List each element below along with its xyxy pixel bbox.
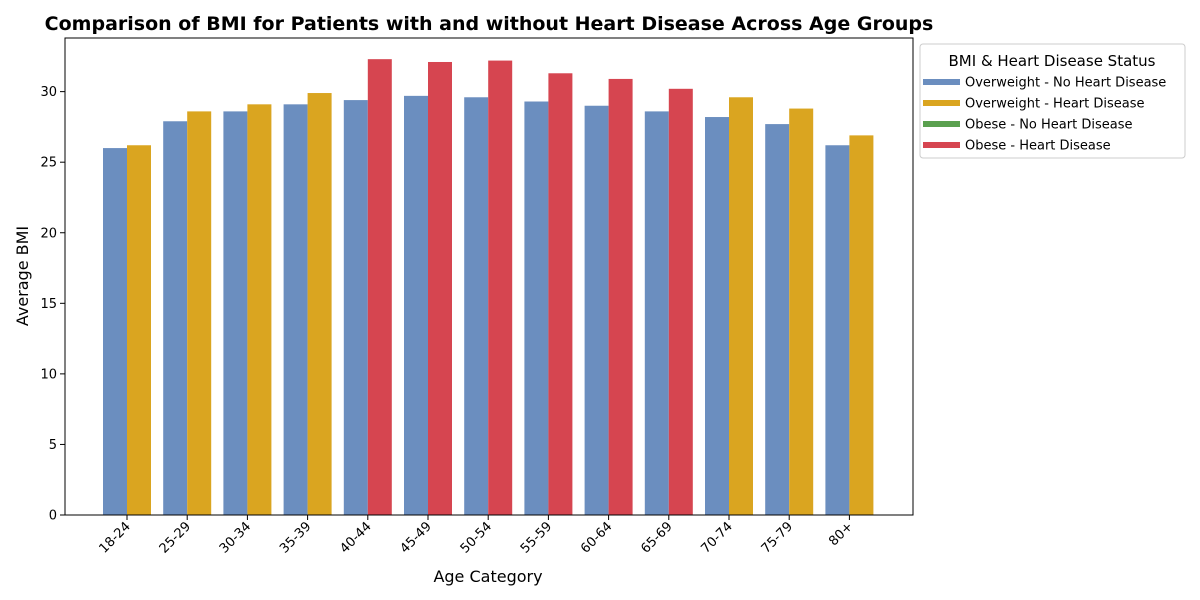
legend-items: Overweight - No Heart Disease Overweight … bbox=[923, 76, 1166, 154]
legend-item-label: Obese - Heart Disease bbox=[965, 139, 1111, 154]
plot-frame bbox=[64, 37, 914, 516]
x-tick-label: 80+ bbox=[826, 519, 856, 549]
legend-box bbox=[919, 43, 1186, 159]
y-axis-label: Average BMI bbox=[13, 226, 32, 326]
bar-no-heart-disease-60-64 bbox=[584, 105, 609, 515]
x-tick-label: 75-79 bbox=[759, 519, 796, 556]
x-tick-label: 35-39 bbox=[277, 519, 314, 556]
bar-no-heart-disease-80+ bbox=[825, 145, 850, 515]
bar-heart-disease-45-49 bbox=[428, 61, 452, 516]
y-tick-label: 25 bbox=[40, 156, 57, 171]
chart-title: Comparison of BMI for Patients with and … bbox=[45, 13, 934, 35]
bar-no-heart-disease-18-24 bbox=[103, 148, 127, 516]
bar-no-heart-disease-35-39 bbox=[283, 104, 308, 515]
y-tick-label: 30 bbox=[40, 85, 57, 100]
bar-no-heart-disease-65-69 bbox=[644, 111, 669, 515]
bars-group bbox=[103, 59, 874, 516]
bar-no-heart-disease-40-44 bbox=[343, 100, 368, 516]
bar-heart-disease-60-64 bbox=[608, 78, 633, 516]
x-tick-label: 25-29 bbox=[157, 519, 194, 556]
bar-heart-disease-50-54 bbox=[488, 60, 513, 515]
bar-no-heart-disease-70-74 bbox=[705, 117, 729, 515]
x-tick-label: 70-74 bbox=[699, 519, 736, 556]
bar-no-heart-disease-55-59 bbox=[524, 101, 549, 515]
y-tick-label: 20 bbox=[40, 226, 57, 241]
bar-heart-disease-18-24 bbox=[127, 145, 151, 515]
legend-item-label: Overweight - Heart Disease bbox=[965, 97, 1145, 112]
x-tick-label: 18-24 bbox=[97, 519, 134, 556]
bar-no-heart-disease-25-29 bbox=[163, 121, 188, 516]
x-tick-label: 50-54 bbox=[458, 519, 495, 556]
bar-heart-disease-35-39 bbox=[307, 93, 332, 516]
bar-no-heart-disease-75-79 bbox=[765, 124, 790, 515]
bar-heart-disease-80+ bbox=[849, 135, 874, 515]
x-tick-label: 55-59 bbox=[518, 519, 555, 556]
x-axis-ticks: 18-24 25-29 30-34 35-39 40-44 45-49 50-54 55-59… bbox=[97, 515, 856, 557]
bar-no-heart-disease-30-34 bbox=[223, 111, 248, 515]
bar-no-heart-disease-45-49 bbox=[404, 95, 428, 515]
bar-heart-disease-75-79 bbox=[789, 108, 814, 515]
x-axis-label: Age Category bbox=[433, 567, 542, 586]
bar-heart-disease-70-74 bbox=[729, 97, 753, 515]
x-tick-label: 30-34 bbox=[217, 519, 254, 556]
y-tick-label: 0 bbox=[49, 509, 57, 524]
legend-item-label: Overweight - No Heart Disease bbox=[965, 76, 1166, 91]
y-tick-label: 5 bbox=[49, 438, 57, 453]
x-tick-label: 60-64 bbox=[578, 519, 615, 556]
x-tick-label: 45-49 bbox=[398, 519, 435, 556]
legend-item-label: Obese - No Heart Disease bbox=[965, 118, 1132, 133]
bar-heart-disease-30-34 bbox=[247, 104, 272, 515]
bar-no-heart-disease-50-54 bbox=[464, 97, 489, 515]
bar-heart-disease-40-44 bbox=[367, 59, 392, 515]
legend: BMI & Heart Disease Status Overweight - … bbox=[919, 43, 1186, 159]
bar-heart-disease-55-59 bbox=[548, 73, 573, 515]
x-tick-label: 65-69 bbox=[638, 519, 675, 556]
legend-title: BMI & Heart Disease Status bbox=[949, 52, 1156, 70]
y-axis-ticks: 0 5 10 15 20 25 30 bbox=[40, 85, 65, 524]
y-tick-label: 15 bbox=[40, 297, 57, 312]
bar-heart-disease-25-29 bbox=[187, 111, 212, 515]
y-tick-label: 10 bbox=[40, 367, 57, 382]
x-tick-label: 40-44 bbox=[337, 519, 374, 556]
bar-heart-disease-65-69 bbox=[668, 88, 693, 515]
